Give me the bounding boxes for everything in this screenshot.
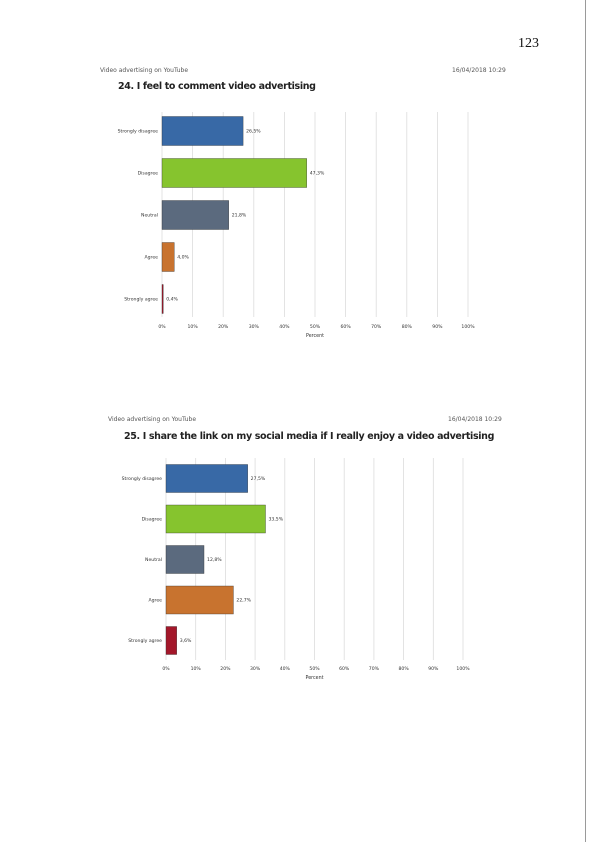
- x-tick-label: 50%: [309, 666, 320, 672]
- value-label: 12,8%: [207, 557, 222, 563]
- x-tick-label: 100%: [456, 666, 470, 672]
- category-label: Strongly disagree: [122, 476, 163, 482]
- value-label: 0,4%: [166, 297, 178, 303]
- category-label: Neutral: [141, 213, 158, 219]
- x-tick-label: 70%: [371, 324, 382, 330]
- survey-name: Video advertising on YouTube: [108, 416, 197, 423]
- category-label: Strongly agree: [128, 638, 162, 644]
- x-tick-label: 80%: [402, 324, 413, 330]
- category-label: Strongly agree: [124, 297, 158, 303]
- x-axis-title: Percent: [306, 333, 324, 339]
- bar: [165, 545, 205, 574]
- value-label: 33,5%: [268, 517, 283, 523]
- bar: [165, 585, 234, 615]
- bar: [165, 464, 248, 493]
- bar: [165, 504, 266, 534]
- x-tick-label: 90%: [428, 666, 439, 672]
- value-label: 26,5%: [246, 129, 261, 135]
- bar: [165, 626, 177, 655]
- value-label: 21,8%: [232, 213, 247, 219]
- category-label: Disagree: [138, 171, 159, 177]
- x-tick-label: 0%: [162, 666, 170, 672]
- x-tick-label: 60%: [339, 666, 350, 672]
- value-label: 22,7%: [236, 598, 251, 604]
- survey-name: Video advertising on YouTube: [100, 67, 189, 74]
- x-tick-label: 60%: [340, 324, 351, 330]
- page-number: 123: [518, 36, 539, 51]
- x-tick-label: 20%: [218, 324, 229, 330]
- value-label: 3,6%: [180, 638, 192, 644]
- export-timestamp: 16/04/2018 10:29: [452, 67, 506, 74]
- bar: [161, 284, 164, 314]
- value-label: 47,3%: [310, 171, 325, 177]
- x-tick-label: 40%: [279, 324, 290, 330]
- bar: [161, 200, 229, 230]
- x-tick-label: 70%: [369, 666, 380, 672]
- category-label: Agree: [145, 255, 159, 261]
- x-axis-title: Percent: [305, 675, 323, 681]
- x-tick-label: 0%: [158, 324, 166, 330]
- category-label: Disagree: [142, 517, 163, 523]
- x-tick-label: 10%: [187, 324, 198, 330]
- x-tick-label: 90%: [432, 324, 443, 330]
- x-tick-label: 20%: [220, 666, 231, 672]
- bar: [161, 242, 175, 272]
- x-tick-label: 40%: [280, 666, 291, 672]
- value-label: 27,5%: [251, 476, 266, 482]
- bar: [161, 158, 307, 188]
- category-label: Neutral: [145, 557, 162, 563]
- page-edge-line: [585, 0, 586, 842]
- bar: [161, 116, 244, 146]
- question-title: 25. I share the link on my social media …: [124, 431, 495, 442]
- x-tick-label: 30%: [249, 324, 260, 330]
- category-label: Strongly disagree: [118, 129, 159, 135]
- x-tick-label: 80%: [398, 666, 409, 672]
- export-timestamp: 16/04/2018 10:29: [448, 416, 502, 423]
- category-label: Agree: [149, 598, 163, 604]
- value-label: 4,0%: [177, 255, 189, 261]
- x-tick-label: 50%: [310, 324, 321, 330]
- question-title: 24. I feel to comment video advertising: [118, 81, 316, 92]
- x-tick-label: 100%: [461, 324, 475, 330]
- x-tick-label: 30%: [250, 666, 261, 672]
- x-tick-label: 10%: [191, 666, 202, 672]
